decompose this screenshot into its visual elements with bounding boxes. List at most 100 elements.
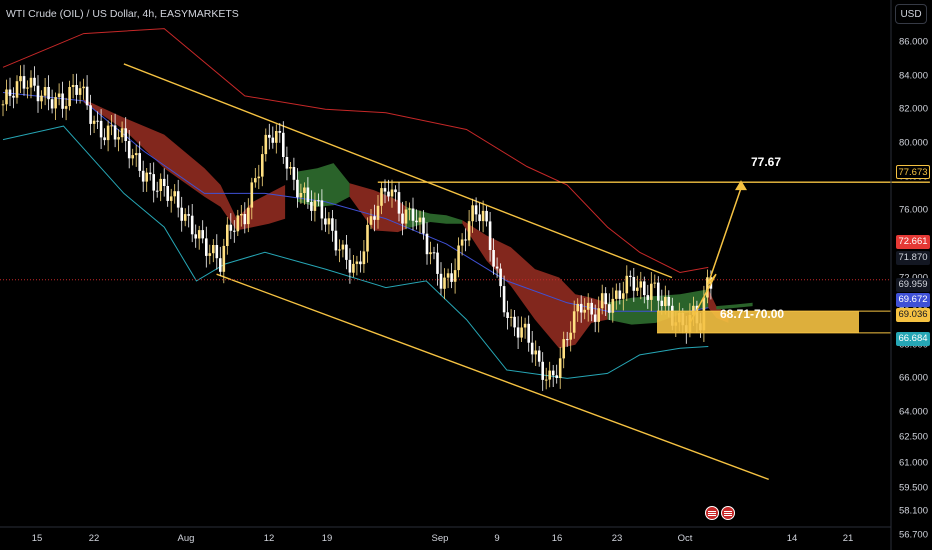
moving-average-line bbox=[2, 92, 709, 312]
candle-body bbox=[478, 214, 481, 222]
candle-body bbox=[36, 85, 40, 102]
candle-body bbox=[499, 268, 502, 287]
price-tick-label: 62.500 bbox=[898, 431, 928, 443]
candle-body bbox=[608, 304, 611, 313]
candle-body bbox=[380, 188, 383, 206]
time-tick-label: 22 bbox=[88, 533, 100, 544]
candle-body bbox=[162, 178, 166, 186]
candle-body bbox=[197, 230, 201, 239]
candle-body bbox=[527, 323, 530, 343]
candle-body bbox=[422, 217, 425, 234]
candle-body bbox=[590, 302, 593, 315]
time-tick-label: 16 bbox=[551, 533, 563, 544]
candle-body bbox=[229, 224, 233, 231]
candle-body bbox=[47, 87, 50, 100]
candle-body bbox=[474, 205, 478, 215]
candle-body bbox=[289, 167, 292, 169]
candle-body bbox=[92, 120, 96, 124]
candle-body bbox=[593, 314, 597, 322]
candle-body bbox=[183, 214, 187, 221]
candle-body bbox=[282, 132, 285, 157]
time-tick-label: 14 bbox=[786, 533, 798, 544]
candle-body bbox=[201, 230, 204, 239]
candle-body bbox=[226, 224, 229, 246]
us-flag-icon[interactable] bbox=[705, 506, 719, 520]
candle-body bbox=[341, 244, 345, 250]
candle-body bbox=[366, 224, 369, 252]
candle-body bbox=[401, 213, 404, 224]
candle-body bbox=[376, 205, 380, 220]
candle-body bbox=[586, 302, 590, 310]
candle-body bbox=[457, 245, 460, 271]
time-tick-label: 15 bbox=[31, 533, 43, 544]
candle-body bbox=[453, 270, 457, 282]
candle-body bbox=[565, 339, 569, 341]
ichimoku-cloud-layer bbox=[83, 99, 753, 349]
event-markers[interactable] bbox=[705, 506, 735, 520]
candle-body bbox=[415, 220, 418, 223]
candle-body bbox=[657, 282, 660, 301]
candle-body bbox=[313, 200, 317, 211]
candle-body bbox=[558, 358, 562, 378]
bullish-cloud bbox=[297, 163, 350, 207]
candle-body bbox=[604, 293, 607, 305]
candle-body bbox=[64, 106, 68, 109]
price-tick-label: 76.000 bbox=[898, 204, 928, 216]
price-tick-label: 86.000 bbox=[898, 36, 928, 48]
candle-body bbox=[148, 172, 152, 175]
candle-body bbox=[471, 205, 474, 222]
candle-body bbox=[268, 134, 271, 138]
candle-body bbox=[664, 296, 667, 307]
candle-body bbox=[208, 253, 212, 256]
candle-body bbox=[96, 120, 99, 122]
candle-body bbox=[317, 200, 320, 202]
candle-body bbox=[394, 189, 397, 193]
candle-body bbox=[492, 250, 495, 267]
price-badge-yellow: 69.036 bbox=[896, 308, 930, 322]
candle-body bbox=[373, 216, 376, 220]
candle-body bbox=[348, 259, 352, 273]
candle-body bbox=[411, 208, 415, 221]
price-badge-dark: 71.870 bbox=[896, 251, 930, 265]
candle-body bbox=[57, 93, 61, 98]
candle-body bbox=[85, 86, 89, 106]
currency-button[interactable]: USD bbox=[895, 4, 927, 24]
candle-body bbox=[1, 104, 5, 106]
price-tick-label: 84.000 bbox=[898, 70, 928, 82]
candle-body bbox=[75, 85, 78, 95]
candle-body bbox=[541, 361, 544, 380]
candle-body bbox=[429, 252, 432, 255]
candle-body bbox=[324, 218, 327, 225]
candle-body bbox=[562, 339, 565, 359]
candle-body bbox=[345, 244, 348, 260]
candle-body bbox=[159, 178, 162, 191]
channel-lower-trendline bbox=[216, 273, 769, 481]
time-tick-label: 19 bbox=[321, 533, 333, 544]
candle-body bbox=[82, 86, 85, 89]
candle-body bbox=[450, 273, 453, 282]
candle-body bbox=[495, 266, 499, 269]
bullish-cloud bbox=[716, 302, 753, 310]
candle-body bbox=[331, 218, 334, 231]
candle-body bbox=[78, 88, 82, 95]
price-tick-label: 82.000 bbox=[898, 103, 928, 115]
us-flag-icon[interactable] bbox=[721, 506, 735, 520]
time-tick-label: 12 bbox=[263, 533, 275, 544]
candle-body bbox=[397, 192, 401, 214]
candle-body bbox=[618, 290, 622, 299]
candle-body bbox=[646, 295, 650, 300]
candle-body bbox=[488, 221, 492, 250]
time-tick-label: 23 bbox=[611, 533, 623, 544]
support-zone bbox=[657, 311, 859, 333]
candle-body bbox=[176, 191, 180, 208]
candle-body bbox=[190, 215, 194, 235]
candle-body bbox=[520, 327, 523, 338]
candle-body bbox=[636, 287, 639, 291]
candle-body bbox=[141, 170, 145, 182]
candle-body bbox=[502, 286, 506, 313]
candle-body bbox=[446, 273, 450, 278]
candle-body bbox=[310, 202, 313, 211]
candle-body bbox=[138, 153, 141, 171]
price-badge-dark: 69.959 bbox=[896, 278, 930, 292]
